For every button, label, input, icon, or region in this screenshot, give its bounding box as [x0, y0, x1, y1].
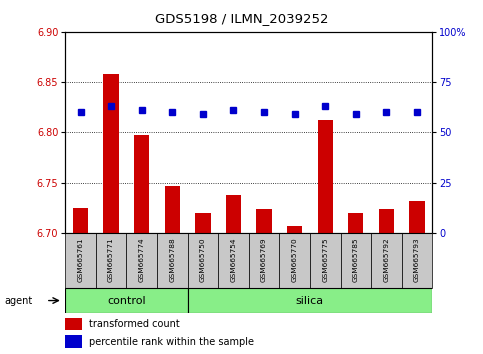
Bar: [65, 288, 187, 313]
Bar: [348, 213, 364, 233]
Bar: [195, 213, 211, 233]
Text: silica: silica: [296, 296, 324, 306]
Bar: [96, 233, 127, 288]
Bar: [279, 233, 310, 288]
Bar: [371, 233, 402, 288]
Text: GSM665771: GSM665771: [108, 237, 114, 282]
Bar: [287, 226, 302, 233]
Text: percentile rank within the sample: percentile rank within the sample: [89, 337, 254, 347]
Bar: [226, 195, 241, 233]
Text: GSM665785: GSM665785: [353, 237, 359, 281]
Text: agent: agent: [5, 296, 33, 306]
Text: GDS5198 / ILMN_2039252: GDS5198 / ILMN_2039252: [155, 12, 328, 25]
Bar: [187, 288, 432, 313]
Text: GSM665750: GSM665750: [200, 237, 206, 281]
Bar: [249, 233, 279, 288]
Bar: [318, 120, 333, 233]
Bar: [341, 233, 371, 288]
Text: GSM665769: GSM665769: [261, 237, 267, 281]
Bar: [127, 233, 157, 288]
Bar: [103, 74, 119, 233]
Bar: [134, 136, 149, 233]
Bar: [165, 186, 180, 233]
Bar: [256, 209, 272, 233]
Bar: [73, 208, 88, 233]
Bar: [65, 233, 96, 288]
Bar: [310, 233, 341, 288]
Text: transformed count: transformed count: [89, 319, 180, 329]
Text: control: control: [107, 296, 146, 306]
Text: GSM665761: GSM665761: [77, 237, 84, 281]
Bar: [187, 233, 218, 288]
Bar: [379, 209, 394, 233]
Bar: [402, 233, 432, 288]
Bar: [218, 233, 249, 288]
Text: GSM665788: GSM665788: [169, 237, 175, 282]
Bar: [157, 233, 187, 288]
Bar: [410, 201, 425, 233]
Bar: [65, 335, 82, 348]
Text: GSM665770: GSM665770: [292, 237, 298, 282]
Text: GSM665754: GSM665754: [230, 237, 237, 281]
Bar: [65, 318, 82, 330]
Text: GSM665792: GSM665792: [384, 237, 389, 282]
Text: GSM665793: GSM665793: [414, 237, 420, 281]
Text: GSM665774: GSM665774: [139, 237, 145, 281]
Text: GSM665775: GSM665775: [322, 237, 328, 281]
